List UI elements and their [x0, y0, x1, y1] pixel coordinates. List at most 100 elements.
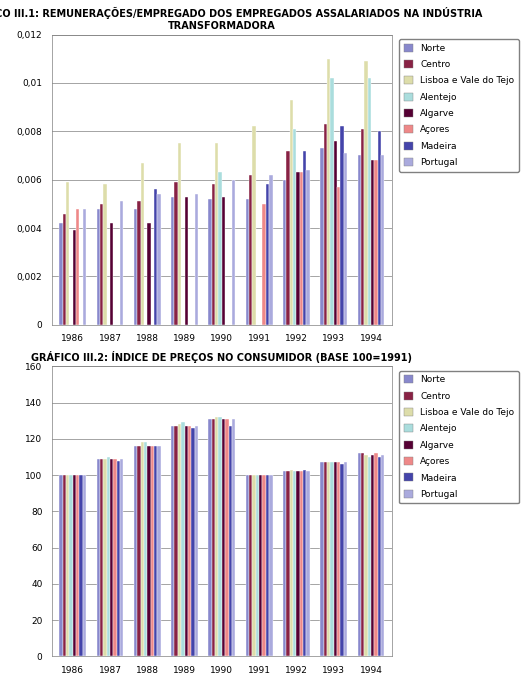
Bar: [340, 464, 344, 656]
Bar: [212, 184, 215, 325]
Bar: [324, 462, 327, 656]
Bar: [364, 61, 367, 325]
Bar: [361, 453, 364, 656]
Bar: [229, 426, 232, 656]
Bar: [100, 459, 103, 656]
Bar: [212, 419, 215, 656]
Bar: [367, 457, 371, 656]
Legend: Norte, Centro, Lisboa e Vale do Tejo, Alentejo, Algarve, Açores, Madeira, Portug: Norte, Centro, Lisboa e Vale do Tejo, Al…: [399, 371, 519, 503]
Bar: [361, 129, 364, 325]
Bar: [171, 197, 174, 325]
Bar: [364, 455, 367, 656]
Bar: [253, 475, 256, 656]
Bar: [174, 182, 178, 325]
Bar: [137, 446, 140, 656]
Bar: [371, 455, 374, 656]
Bar: [188, 426, 191, 656]
Bar: [290, 470, 293, 656]
Bar: [147, 223, 151, 325]
Bar: [225, 419, 229, 656]
Bar: [249, 475, 253, 656]
Bar: [306, 471, 310, 656]
Bar: [185, 197, 188, 325]
Bar: [60, 223, 63, 325]
Bar: [303, 151, 306, 325]
Bar: [344, 462, 347, 656]
Bar: [144, 442, 147, 656]
Bar: [269, 475, 272, 656]
Bar: [303, 470, 306, 656]
Bar: [263, 204, 266, 325]
Bar: [327, 462, 330, 656]
Bar: [287, 151, 290, 325]
Bar: [174, 426, 178, 656]
Bar: [140, 442, 144, 656]
Bar: [208, 419, 212, 656]
Bar: [300, 471, 303, 656]
Bar: [296, 471, 300, 656]
Bar: [208, 199, 212, 325]
Bar: [337, 462, 340, 656]
Bar: [337, 187, 340, 325]
Bar: [120, 202, 123, 325]
Title: GRÁFICO III.1: REMUNERAÇÕES/EMPREGADO DOS EMPREGADOS ASSALARIADOS NA INDÚSTRIA
T: GRÁFICO III.1: REMUNERAÇÕES/EMPREGADO DO…: [0, 8, 482, 31]
Bar: [110, 459, 113, 656]
Bar: [232, 419, 235, 656]
Title: GRÁFICO III.2: ÍNDICE DE PREÇOS NO CONSUMIDOR (BASE 100=1991): GRÁFICO III.2: ÍNDICE DE PREÇOS NO CONSU…: [31, 350, 412, 363]
Bar: [113, 459, 117, 656]
Bar: [330, 78, 334, 325]
Bar: [134, 446, 137, 656]
Bar: [324, 124, 327, 325]
Bar: [300, 173, 303, 325]
Bar: [63, 475, 66, 656]
Bar: [219, 417, 222, 656]
Bar: [246, 199, 249, 325]
Bar: [178, 144, 181, 325]
Bar: [253, 126, 256, 325]
Bar: [137, 202, 140, 325]
Bar: [266, 184, 269, 325]
Bar: [378, 457, 381, 656]
Bar: [371, 160, 374, 325]
Bar: [259, 475, 263, 656]
Bar: [266, 475, 269, 656]
Bar: [100, 204, 103, 325]
Bar: [157, 446, 161, 656]
Bar: [249, 175, 253, 325]
Bar: [321, 462, 324, 656]
Bar: [157, 194, 161, 325]
Bar: [340, 126, 344, 325]
Bar: [269, 175, 272, 325]
Bar: [76, 209, 79, 325]
Bar: [321, 149, 324, 325]
Bar: [296, 173, 300, 325]
Bar: [178, 424, 181, 656]
Bar: [283, 471, 287, 656]
Bar: [83, 209, 86, 325]
Bar: [154, 189, 157, 325]
Bar: [171, 426, 174, 656]
Bar: [66, 475, 69, 656]
Bar: [374, 160, 378, 325]
Bar: [358, 155, 361, 325]
Bar: [287, 471, 290, 656]
Bar: [358, 453, 361, 656]
Bar: [63, 214, 66, 325]
Bar: [327, 59, 330, 325]
Bar: [120, 459, 123, 656]
Bar: [76, 475, 79, 656]
Bar: [215, 144, 219, 325]
Bar: [293, 471, 296, 656]
Bar: [222, 197, 225, 325]
Bar: [69, 475, 73, 656]
Bar: [185, 426, 188, 656]
Bar: [306, 170, 310, 325]
Bar: [334, 462, 337, 656]
Bar: [103, 459, 106, 656]
Bar: [147, 446, 151, 656]
Bar: [60, 475, 63, 656]
Bar: [154, 446, 157, 656]
Bar: [215, 417, 219, 656]
Bar: [195, 426, 198, 656]
Legend: Norte, Centro, Lisboa e Vale do Tejo, Alentejo, Algarve, Açores, Madeira, Portug: Norte, Centro, Lisboa e Vale do Tejo, Al…: [399, 39, 519, 171]
